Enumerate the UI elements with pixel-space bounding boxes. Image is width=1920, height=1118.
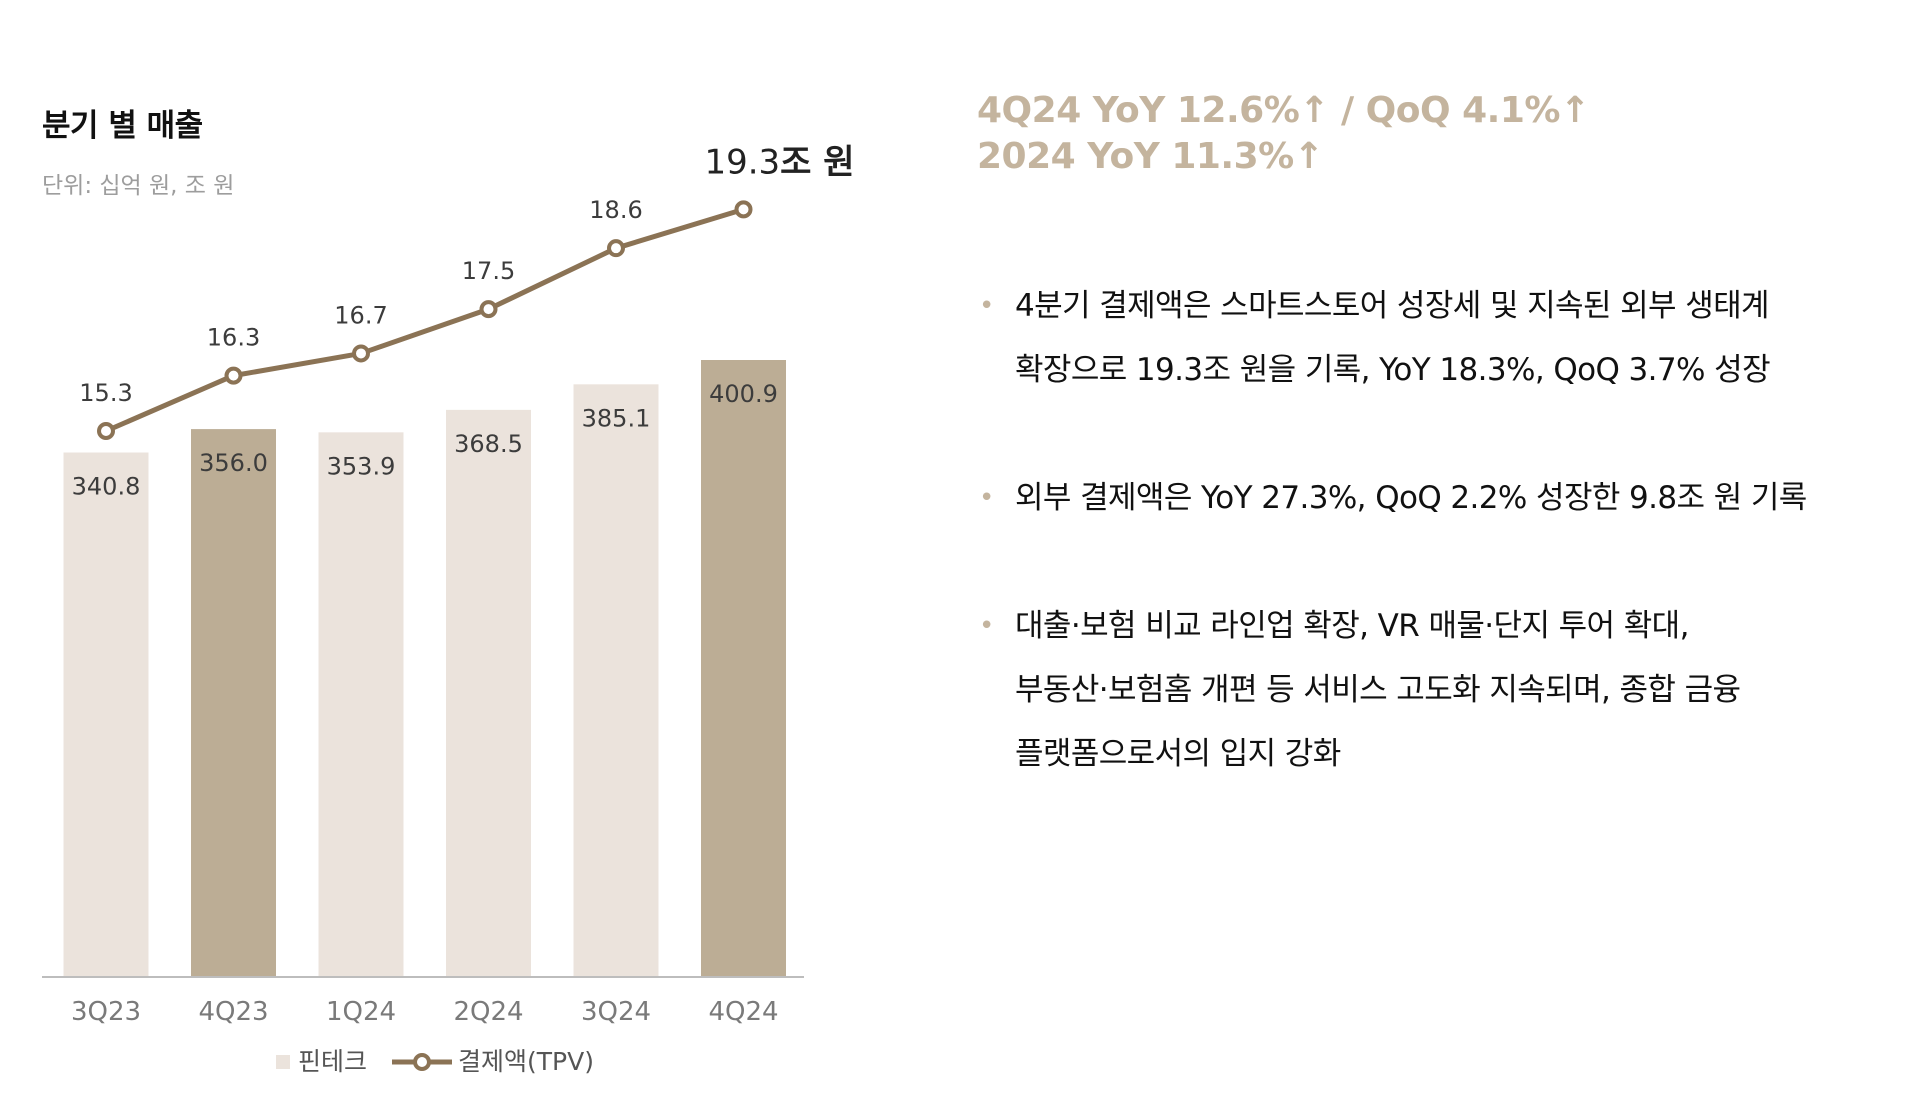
tpv-point-3Q23	[97, 422, 115, 440]
tpv-point-4Q24	[734, 200, 753, 219]
tpv-line	[105, 207, 745, 434]
bullet-line: 4분기 결제액은 스마트스토어 성장세 및 지속된 외부 생태계	[1015, 288, 1770, 324]
bar-label-4Q24: 400.9	[709, 380, 778, 408]
bar-4Q23	[191, 429, 276, 977]
bullet-dot: •	[979, 483, 994, 513]
legend-line-label: 결제액(TPV)	[458, 1047, 594, 1076]
tpv-point-4Q23	[224, 366, 243, 385]
x-tick-label-4Q23: 4Q23	[198, 997, 268, 1027]
tpv-point-2Q24	[479, 300, 498, 319]
tpv-last-unit: 조 원	[780, 142, 854, 182]
highlight-quarterly: 4Q24 YoY 12.6%↑ / QoQ 4.1%↑	[977, 90, 1590, 131]
bullet-item: • 4분기 결제액은 스마트스토어 성장세 및 지속된 외부 생태계 확장으로 …	[977, 274, 1907, 402]
bar-3Q23	[63, 452, 149, 978]
tpv-label-4Q23: 16.3	[207, 324, 260, 352]
x-tick-label-1Q24: 1Q24	[326, 997, 396, 1027]
bar-1Q24	[318, 432, 404, 978]
bar-3Q24	[573, 384, 659, 977]
bullet-line: 확장으로 19.3조 원을 기록, YoY 18.3%, QoQ 3.7% 성장	[1015, 352, 1771, 388]
bullet-line: 플랫폼으로서의 입지 강화	[1015, 736, 1341, 772]
bar-label-1Q24: 353.9	[327, 452, 396, 480]
tpv-last-value: 19.3	[704, 142, 780, 182]
bar-2Q24	[446, 409, 531, 977]
chart-title: 분기 별 매출	[42, 108, 203, 144]
tpv-label-3Q24: 18.6	[589, 196, 642, 224]
tpv-label-2Q24: 17.5	[462, 257, 515, 285]
x-tick-label-3Q23: 3Q23	[71, 997, 141, 1027]
bullet-item: • 외부 결제액은 YoY 27.3%, QoQ 2.2% 성장한 9.8조 원…	[977, 466, 1907, 530]
bar-label-4Q23: 356.0	[199, 449, 268, 477]
legend-bar-label: 핀테크	[298, 1047, 367, 1076]
tpv-point-1Q24	[352, 344, 370, 363]
tpv-label-3Q23: 15.3	[79, 379, 132, 407]
revenue-chart: 340.8 356.0 353.9 368.5 385.1 400.9 3Q23 4Q23 1Q…	[42, 142, 855, 1076]
legend-bar-swatch	[276, 1055, 290, 1069]
bullet-item: • 대출·보험 비교 라인업 확장, VR 매물·단지 투어 확대, 부동산·보…	[977, 594, 1907, 786]
bar-label-2Q24: 368.5	[454, 430, 523, 458]
bullet-line: 부동산·보험홈 개편 등 서비스 고도화 지속되며, 종합 금융	[1015, 672, 1741, 708]
bullet-list: • 4분기 결제액은 스마트스토어 성장세 및 지속된 외부 생태계 확장으로 …	[977, 274, 1907, 850]
bullet-line: 대출·보험 비교 라인업 확장, VR 매물·단지 투어 확대,	[1015, 608, 1689, 644]
x-tick-label-2Q24: 2Q24	[453, 997, 523, 1027]
chart-unit-note: 단위: 십억 원, 조 원	[42, 173, 235, 199]
bar-4Q24	[701, 360, 786, 977]
bullet-line: 외부 결제액은 YoY 27.3%, QoQ 2.2% 성장한 9.8조 원 기…	[1015, 480, 1807, 516]
bullet-dot: •	[979, 291, 994, 321]
tpv-label-1Q24: 16.7	[334, 301, 387, 329]
bar-label-3Q24: 385.1	[582, 404, 651, 432]
x-tick-label-3Q24: 3Q24	[581, 997, 651, 1027]
highlight-annual: 2024 YoY 11.3%↑	[977, 136, 1324, 177]
bar-label-3Q23: 340.8	[72, 472, 141, 500]
highlight-box: 4Q24 YoY 12.6%↑ / QoQ 4.1%↑ 2024 YoY 11.…	[977, 88, 1877, 180]
bullet-dot: •	[979, 611, 994, 641]
tpv-point-3Q24	[607, 239, 625, 258]
tpv-last-label: 19.3조 원	[704, 142, 854, 182]
legend-line-marker	[413, 1053, 431, 1071]
x-tick-label-4Q24: 4Q24	[708, 997, 778, 1027]
